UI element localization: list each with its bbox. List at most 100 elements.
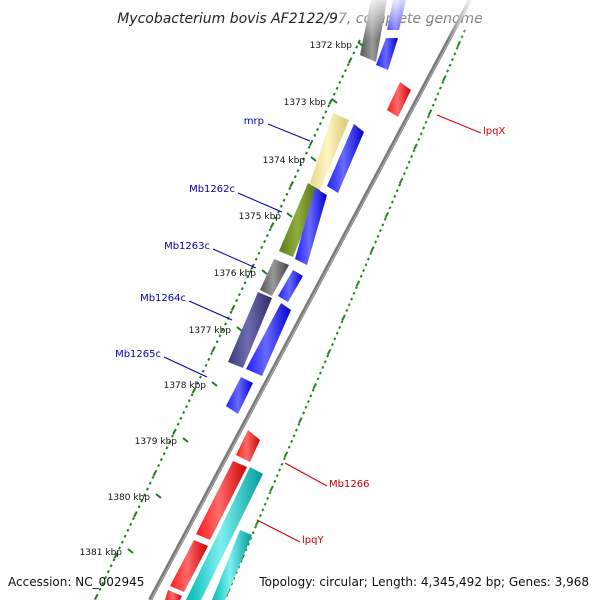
gc-mark bbox=[269, 222, 275, 229]
scale-tick-label: 1380 kbp bbox=[108, 493, 151, 503]
gc-mark bbox=[131, 517, 135, 521]
gc-mark bbox=[251, 531, 255, 535]
genome-backbone bbox=[148, 0, 472, 600]
scale-tick bbox=[211, 381, 218, 387]
gc-mark bbox=[326, 348, 332, 355]
gc-mark bbox=[184, 405, 188, 409]
gc-mark bbox=[229, 310, 233, 314]
gc-mark bbox=[299, 163, 303, 167]
gene-feature-Mb1266 bbox=[236, 430, 260, 462]
gc-mark bbox=[350, 297, 354, 301]
gene-feature-lpqY bbox=[186, 467, 263, 600]
gc-skew-left-track bbox=[93, 39, 361, 600]
gc-mark bbox=[133, 511, 138, 518]
scale-tick bbox=[236, 326, 243, 332]
gc-mark bbox=[352, 291, 356, 295]
gc-mark bbox=[376, 234, 380, 238]
gc-mark bbox=[145, 487, 149, 491]
gc-mark bbox=[347, 303, 351, 307]
gc-mark bbox=[292, 434, 296, 438]
scale-tick-label: 1379 kbp bbox=[135, 437, 178, 447]
gc-mark bbox=[196, 381, 200, 385]
gene-leader-line bbox=[237, 192, 283, 213]
gc-mark bbox=[204, 363, 208, 367]
gene-feature-red-left-3 bbox=[165, 590, 182, 600]
gc-mark bbox=[157, 463, 161, 468]
scale-tick bbox=[331, 98, 338, 104]
gc-mark bbox=[287, 445, 291, 449]
gc-mark bbox=[215, 340, 219, 344]
gc-mark bbox=[98, 587, 102, 591]
gc-mark bbox=[393, 194, 397, 198]
gc-mark bbox=[162, 452, 166, 456]
gene-feature-blue-top-2 bbox=[376, 38, 398, 70]
gc-mark bbox=[106, 570, 110, 574]
gc-mark bbox=[309, 394, 313, 398]
gc-mark bbox=[298, 417, 303, 424]
gc-mark bbox=[304, 405, 308, 409]
scale-tick bbox=[182, 437, 189, 443]
gc-mark bbox=[268, 491, 272, 495]
gene-leader-line bbox=[212, 248, 257, 269]
gene-feature-blue-left-1 bbox=[226, 377, 253, 414]
gc-mark bbox=[187, 399, 191, 403]
gc-mark bbox=[340, 320, 344, 324]
gc-mark bbox=[388, 206, 392, 210]
gc-mark bbox=[258, 514, 262, 518]
gc-mark bbox=[207, 357, 211, 361]
gene-feature-Mb1264c bbox=[228, 292, 272, 368]
gene-feature-blue-4 bbox=[246, 303, 291, 376]
gene-label-Mb1262c: Mb1262c bbox=[189, 184, 235, 195]
scale-tick-label: 1372 kbp bbox=[310, 41, 353, 51]
gc-mark bbox=[294, 428, 298, 432]
gc-mark bbox=[113, 552, 119, 559]
gc-mark bbox=[304, 151, 308, 155]
scale-tick bbox=[127, 548, 134, 554]
gc-mark bbox=[285, 192, 289, 196]
scale-tick bbox=[310, 156, 317, 162]
gc-mark bbox=[316, 377, 320, 381]
gc-mark bbox=[260, 245, 264, 249]
gc-mark bbox=[244, 548, 248, 552]
gc-mark bbox=[94, 593, 99, 600]
gc-mark bbox=[341, 314, 346, 321]
gc-mark bbox=[307, 145, 311, 149]
gc-mark bbox=[453, 52, 457, 56]
gc-mark bbox=[313, 133, 317, 137]
gc-mark bbox=[381, 223, 385, 227]
gc-mark bbox=[321, 116, 325, 120]
gc-mark bbox=[279, 204, 283, 208]
gc-mark bbox=[355, 280, 361, 287]
gc-mark bbox=[441, 80, 445, 84]
gc-mark bbox=[249, 269, 253, 273]
gc-mark bbox=[306, 400, 310, 404]
gc-mark bbox=[436, 92, 440, 96]
gc-mark bbox=[254, 257, 258, 261]
gc-mark bbox=[190, 393, 194, 397]
gc-mark bbox=[266, 496, 270, 501]
gc-mark bbox=[273, 479, 277, 483]
gc-mark bbox=[289, 181, 294, 188]
gc-mark bbox=[112, 558, 116, 562]
gc-mark bbox=[165, 446, 169, 450]
gc-mark bbox=[201, 369, 205, 373]
gc-mark bbox=[302, 157, 306, 161]
accession-text: Accession: NC_002945 bbox=[8, 575, 144, 589]
gc-mark bbox=[274, 216, 278, 220]
scale-tick bbox=[261, 269, 268, 275]
gc-mark bbox=[152, 469, 158, 477]
gc-mark bbox=[398, 183, 402, 187]
gene-label-lpqX: lpqX bbox=[483, 126, 505, 137]
gene-feature-red-left-2 bbox=[170, 540, 208, 592]
gc-mark bbox=[182, 410, 186, 415]
top-fade-overlay bbox=[340, 0, 490, 40]
gc-mark bbox=[335, 331, 339, 335]
gc-mark bbox=[168, 440, 172, 444]
gc-mark bbox=[442, 75, 447, 82]
gc-mark bbox=[318, 122, 322, 126]
gc-mark bbox=[278, 468, 282, 472]
gc-mark bbox=[424, 120, 428, 124]
gc-mark bbox=[370, 246, 375, 253]
gc-mark bbox=[450, 58, 454, 62]
gc-mark bbox=[434, 97, 438, 102]
